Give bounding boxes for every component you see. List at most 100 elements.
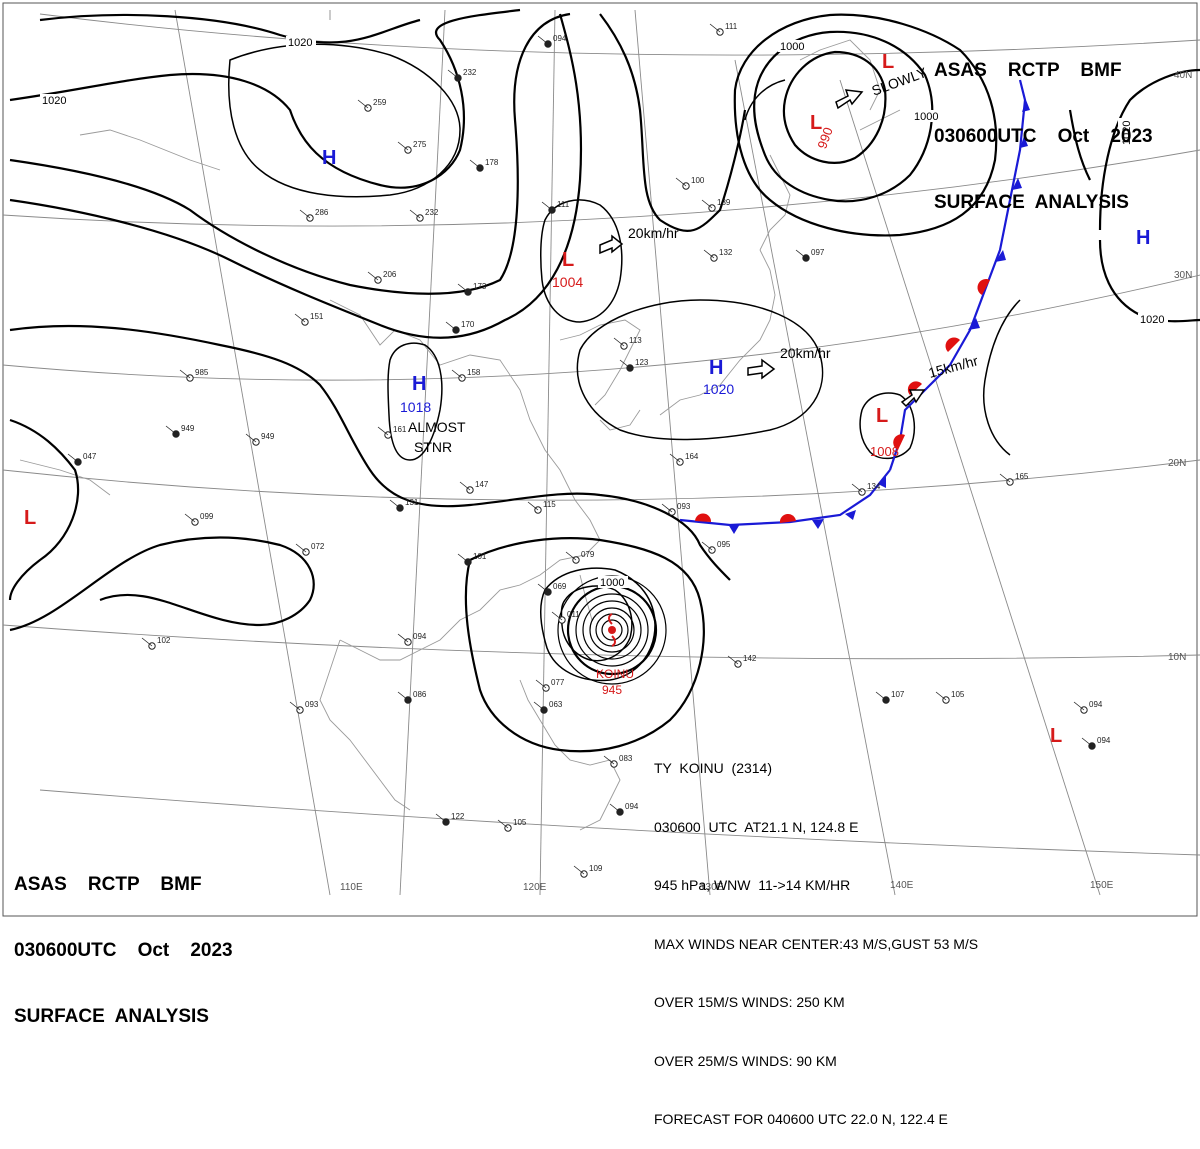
station-pressure: 164 xyxy=(685,452,699,461)
high-center-letter: H xyxy=(412,373,426,395)
wind-barb-icon xyxy=(295,543,307,553)
wind-barb-icon xyxy=(527,501,539,511)
typhoon-icon xyxy=(608,613,616,647)
typhoon-name: KOINU xyxy=(596,667,634,681)
station-pressure: 161 xyxy=(393,425,407,434)
station-pressure: 094 xyxy=(553,34,567,43)
wind-barb-icon xyxy=(469,159,481,169)
wind-barb-icon xyxy=(701,199,713,209)
station-pressure: 094 xyxy=(413,632,427,641)
isobar-label: 1000 xyxy=(600,577,624,589)
title-line: ASAS RCTP BMF xyxy=(14,874,202,895)
station-pressure: 131 xyxy=(405,498,419,507)
high-center-value: 1020 xyxy=(703,381,734,397)
wind-barb-icon xyxy=(661,503,673,513)
station-pressure: 232 xyxy=(425,208,439,217)
wind-barb-icon xyxy=(377,426,389,436)
station-pressure: 147 xyxy=(475,480,489,489)
wind-barb-icon xyxy=(851,483,863,493)
station-pressure: 151 xyxy=(310,312,324,321)
low-center-letter: L xyxy=(810,112,822,134)
isobar-label: 1020 xyxy=(1121,121,1133,145)
station-pressure: 109 xyxy=(589,864,603,873)
station-pressure: 105 xyxy=(951,690,965,699)
isobars xyxy=(8,8,1200,753)
isobar-label: 1000 xyxy=(914,111,938,123)
station-pressure: 101 xyxy=(473,552,487,561)
station-pressure: 275 xyxy=(413,140,427,149)
station-pressure: 173 xyxy=(473,282,487,291)
low-center-value: 1008 xyxy=(870,444,899,459)
wind-barb-icon xyxy=(535,679,547,689)
low-center-letter: L xyxy=(876,405,888,427)
weather-map: 1020 1020 1000 1000 1020 1020 1000 xyxy=(2,2,1200,917)
longitude-label: 120E xyxy=(523,882,547,893)
station-pressure: 178 xyxy=(485,158,499,167)
arrow-icon xyxy=(747,358,776,380)
wind-barb-icon xyxy=(245,433,257,443)
station-pressure: 232 xyxy=(463,68,477,77)
wind-barb-icon xyxy=(603,755,615,765)
front-line xyxy=(679,79,1027,527)
wind-barb-icon xyxy=(675,177,687,187)
high-center-letter: H xyxy=(1136,227,1150,249)
station-pressure: 069 xyxy=(553,582,567,591)
typhoon-info-box: TY KOINU (2314) 030600 UTC AT21.1 N, 124… xyxy=(654,720,978,1149)
low-center-letter: L xyxy=(562,249,574,271)
longitude-label: 140E xyxy=(890,880,914,891)
wind-barb-icon xyxy=(289,701,301,711)
wind-barb-icon xyxy=(457,283,469,293)
title-line: SURFACE ANALYSIS xyxy=(14,1006,209,1027)
isobars-thin xyxy=(228,43,1021,682)
typhoon-info-line: 945 hPa, WNW 11->14 KM/HR xyxy=(654,877,851,893)
station-pressure: 086 xyxy=(413,690,427,699)
station-pressure: 105 xyxy=(513,818,527,827)
wind-barb-icon xyxy=(565,551,577,561)
wind-barb-icon xyxy=(703,249,715,259)
wind-barb-icon xyxy=(533,701,545,711)
low-center-letter: L xyxy=(882,51,894,73)
motion-speed: 20km/hr xyxy=(628,225,679,241)
title-line: SURFACE ANALYSIS xyxy=(934,192,1129,213)
wind-barb-icon xyxy=(1081,737,1093,747)
typhoon-info-line: 030600 UTC AT21.1 N, 124.8 E xyxy=(654,818,859,835)
station-pressure: 949 xyxy=(181,424,195,433)
wind-barb-icon xyxy=(1073,701,1085,711)
station-pressure: 113 xyxy=(629,336,642,345)
wind-barb-icon xyxy=(397,633,409,643)
wind-barb-icon xyxy=(875,691,887,701)
wind-barb-icon xyxy=(701,541,713,551)
coastlines xyxy=(19,39,901,831)
typhoon-info-line: OVER 25M/S WINDS: 90 KM xyxy=(654,1052,837,1069)
wind-barb-icon xyxy=(613,337,625,347)
wind-barb-icon xyxy=(397,691,409,701)
wind-barb-icon xyxy=(299,209,311,219)
longitude-label: 110E xyxy=(340,882,363,893)
station-pressure: 122 xyxy=(451,812,465,821)
longitude-label: 130E xyxy=(700,882,724,893)
pressure-centers: H H 1018 ALMOST STNR H 1020 20km/hr H L … xyxy=(24,51,1150,747)
station-pressure: 093 xyxy=(305,700,319,709)
wind-barb-icon xyxy=(727,655,739,665)
station-pressure: 063 xyxy=(549,700,563,709)
typhoon-info-line: FORECAST FOR 040600 UTC 22.0 N, 122.4 E xyxy=(654,1111,948,1127)
arrow-icon xyxy=(900,389,926,408)
station-pressure: 079 xyxy=(581,550,595,559)
wind-barb-icon xyxy=(609,803,621,813)
wind-barb-icon xyxy=(451,369,463,379)
graticule-labels: 110E 120E 130E 140E 150E 40N 30N 20N 10N xyxy=(340,70,1192,893)
isobar-label: 1000 xyxy=(780,41,804,53)
station-pressure: 142 xyxy=(743,654,757,663)
cold-front-triangles xyxy=(728,100,1030,534)
isobar-labels: 1020 1020 1000 1000 1020 1020 1000 xyxy=(40,36,1168,589)
map-title-bottom: ASAS RCTP BMF 030600UTC Oct 2023 SURFACE… xyxy=(14,830,233,1050)
station-pressure: 170 xyxy=(461,320,475,329)
high-center-letter: H xyxy=(322,147,336,169)
station-pressure: 083 xyxy=(619,754,633,763)
station-pressure: 139 xyxy=(717,198,731,207)
wind-barb-icon xyxy=(397,141,409,151)
station-pressure: 107 xyxy=(891,690,905,699)
map-title-top: ASAS RCTP BMF 030600UTC Oct 2023 SURFACE… xyxy=(934,16,1153,236)
station-pressure: 132 xyxy=(719,248,733,257)
station-pressure: 259 xyxy=(373,98,387,107)
